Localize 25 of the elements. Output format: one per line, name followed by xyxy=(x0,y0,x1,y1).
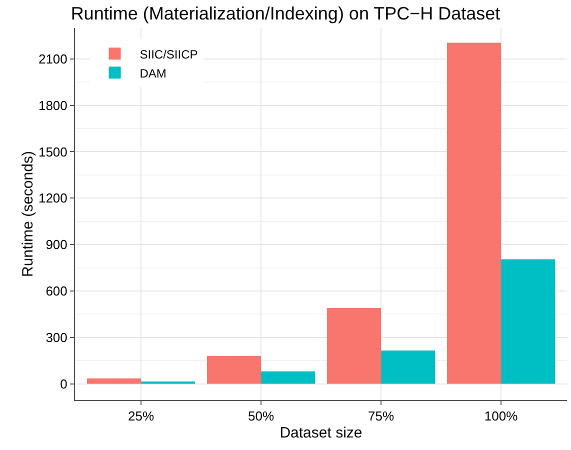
y-axis-title: Runtime (seconds) xyxy=(19,151,36,277)
y-tick-label: 1200 xyxy=(38,190,68,206)
y-tick-label: 2100 xyxy=(38,51,68,66)
bar xyxy=(87,378,141,384)
x-tick-label: 25% xyxy=(128,408,154,424)
chart-title: Runtime (Materialization/Indexing) on TPC−H Dataset xyxy=(70,3,500,24)
bar xyxy=(207,356,261,384)
bar xyxy=(141,381,195,384)
x-axis-title: Dataset size xyxy=(280,424,362,442)
bar xyxy=(381,350,435,384)
legend-label: DAM xyxy=(140,66,166,80)
y-tick-label: 600 xyxy=(46,284,68,298)
y-tick-label: 0 xyxy=(60,376,68,392)
y-tick-label: 1500 xyxy=(38,144,68,160)
bar xyxy=(501,259,555,384)
x-tick-label: 75% xyxy=(368,408,394,424)
legend-label: SIIC/SIICP xyxy=(140,47,198,62)
x-tick-label: 100% xyxy=(484,408,518,424)
y-tick-label: 1800 xyxy=(38,98,68,113)
bar xyxy=(327,308,381,384)
bar xyxy=(447,42,501,384)
x-tick-label: 50% xyxy=(248,408,274,424)
bar xyxy=(261,371,315,384)
y-tick-label: 300 xyxy=(46,330,68,345)
y-tick-label: 900 xyxy=(46,237,68,252)
